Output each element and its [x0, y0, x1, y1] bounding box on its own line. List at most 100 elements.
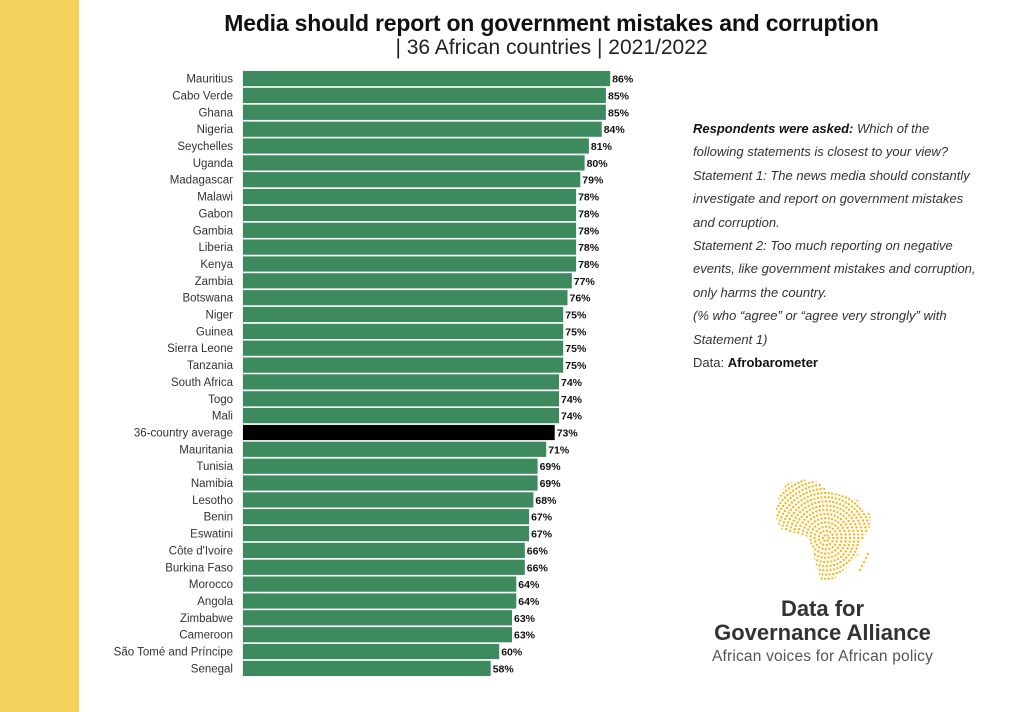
- logo-dot: [776, 479, 780, 483]
- logo-dot: [895, 533, 897, 535]
- logo-dot: [781, 524, 784, 527]
- logo-dot: [865, 509, 869, 513]
- logo-dot: [803, 571, 806, 574]
- logo-dot: [769, 586, 771, 588]
- logo-dot: [755, 562, 757, 564]
- logo-dot: [826, 512, 829, 516]
- logo-dot: [816, 576, 820, 580]
- logo-dot: [839, 549, 843, 553]
- logo-dot: [783, 476, 785, 478]
- logo-dot: [824, 525, 828, 528]
- logo-dot: [807, 528, 810, 531]
- logo-dot: [876, 571, 878, 573]
- category-label: Nigeria: [197, 124, 234, 136]
- logo-dot: [823, 512, 826, 516]
- logo-dot: [755, 573, 757, 575]
- logo-dot: [858, 475, 860, 477]
- logo-dot: [755, 535, 757, 537]
- logo-dot: [788, 543, 792, 547]
- value-label: 74%: [561, 411, 583, 423]
- bar: [243, 542, 525, 558]
- logo-dot: [800, 499, 803, 502]
- bar: [243, 104, 606, 120]
- logo-dot: [899, 537, 901, 539]
- logo-dot: [836, 589, 838, 590]
- logo-dot: [871, 522, 872, 525]
- logo-dot: [836, 536, 839, 540]
- logo-dot: [864, 572, 867, 576]
- logo-dot: [783, 563, 787, 567]
- logo-dot: [827, 577, 830, 580]
- logo-dot: [768, 528, 770, 530]
- logo-dot: [776, 520, 777, 524]
- logo-dot: [879, 574, 881, 576]
- logo-dot: [785, 489, 788, 492]
- logo-dot: [764, 563, 766, 565]
- logo-dot: [776, 514, 779, 517]
- logo-dot: [858, 560, 861, 563]
- logo-dot: [867, 476, 869, 478]
- logo-dot: [838, 472, 840, 474]
- logo-dot: [823, 577, 827, 580]
- logo-dot: [839, 507, 842, 511]
- logo-dot: [805, 562, 808, 566]
- logo-dot: [796, 473, 798, 475]
- logo-dot: [768, 570, 770, 572]
- logo-dot: [810, 503, 814, 506]
- logo-dot: [868, 547, 871, 550]
- logo-dot: [785, 527, 788, 531]
- bar: [243, 475, 538, 491]
- logo-dot: [819, 513, 822, 516]
- logo-dot: [752, 567, 754, 569]
- logo-dot: [874, 500, 876, 502]
- value-label: 64%: [518, 596, 540, 608]
- logo-dot: [776, 544, 779, 547]
- logo-dot: [817, 538, 821, 541]
- logo-dot: [816, 585, 818, 587]
- logo-dot: [834, 585, 836, 587]
- logo-dot: [818, 527, 821, 530]
- logo-dot: [813, 553, 817, 556]
- logo-dot: [779, 584, 781, 586]
- logo-dot: [773, 478, 775, 480]
- logo-dot: [763, 585, 765, 587]
- logo-dot: [858, 479, 861, 483]
- logo-dot: [792, 531, 796, 534]
- logo-dot: [777, 497, 780, 500]
- logo-dot: [788, 517, 792, 521]
- value-label: 67%: [531, 512, 553, 524]
- logo-dot: [766, 507, 768, 509]
- logo-dot: [832, 568, 836, 571]
- logo-dot: [792, 584, 794, 586]
- category-label: 36-country average: [134, 428, 233, 440]
- logo-dot: [883, 506, 885, 508]
- logo-dot: [789, 565, 793, 568]
- logo-dot: [847, 586, 849, 588]
- statement-2: Statement 2: Too much reporting on negat…: [693, 238, 976, 300]
- category-label: Mauritius: [186, 74, 233, 86]
- logo-dot: [776, 499, 778, 503]
- logo-dot: [867, 512, 871, 516]
- logo-dot: [797, 542, 800, 545]
- logo-dot: [803, 479, 807, 482]
- logo-dot: [875, 555, 877, 557]
- value-label: 73%: [557, 428, 579, 440]
- logo-dot: [864, 489, 867, 492]
- logo-dot: [771, 535, 773, 537]
- logo-dot: [903, 533, 905, 535]
- logo-dot: [863, 522, 866, 526]
- logo-dot: [837, 552, 840, 555]
- logo-dot: [865, 563, 869, 567]
- logo-dot: [878, 537, 880, 539]
- logo-dot: [758, 560, 760, 562]
- logo-dot: [882, 530, 884, 532]
- logo-dot: [776, 529, 779, 532]
- logo-dot: [828, 526, 831, 529]
- logo-dot: [865, 584, 867, 586]
- logo-dot: [761, 521, 763, 523]
- logo-dot: [770, 565, 772, 567]
- logo-dot: [894, 575, 896, 577]
- logo-dot: [784, 535, 787, 538]
- logo-dot: [815, 563, 818, 566]
- logo-dot: [889, 565, 891, 567]
